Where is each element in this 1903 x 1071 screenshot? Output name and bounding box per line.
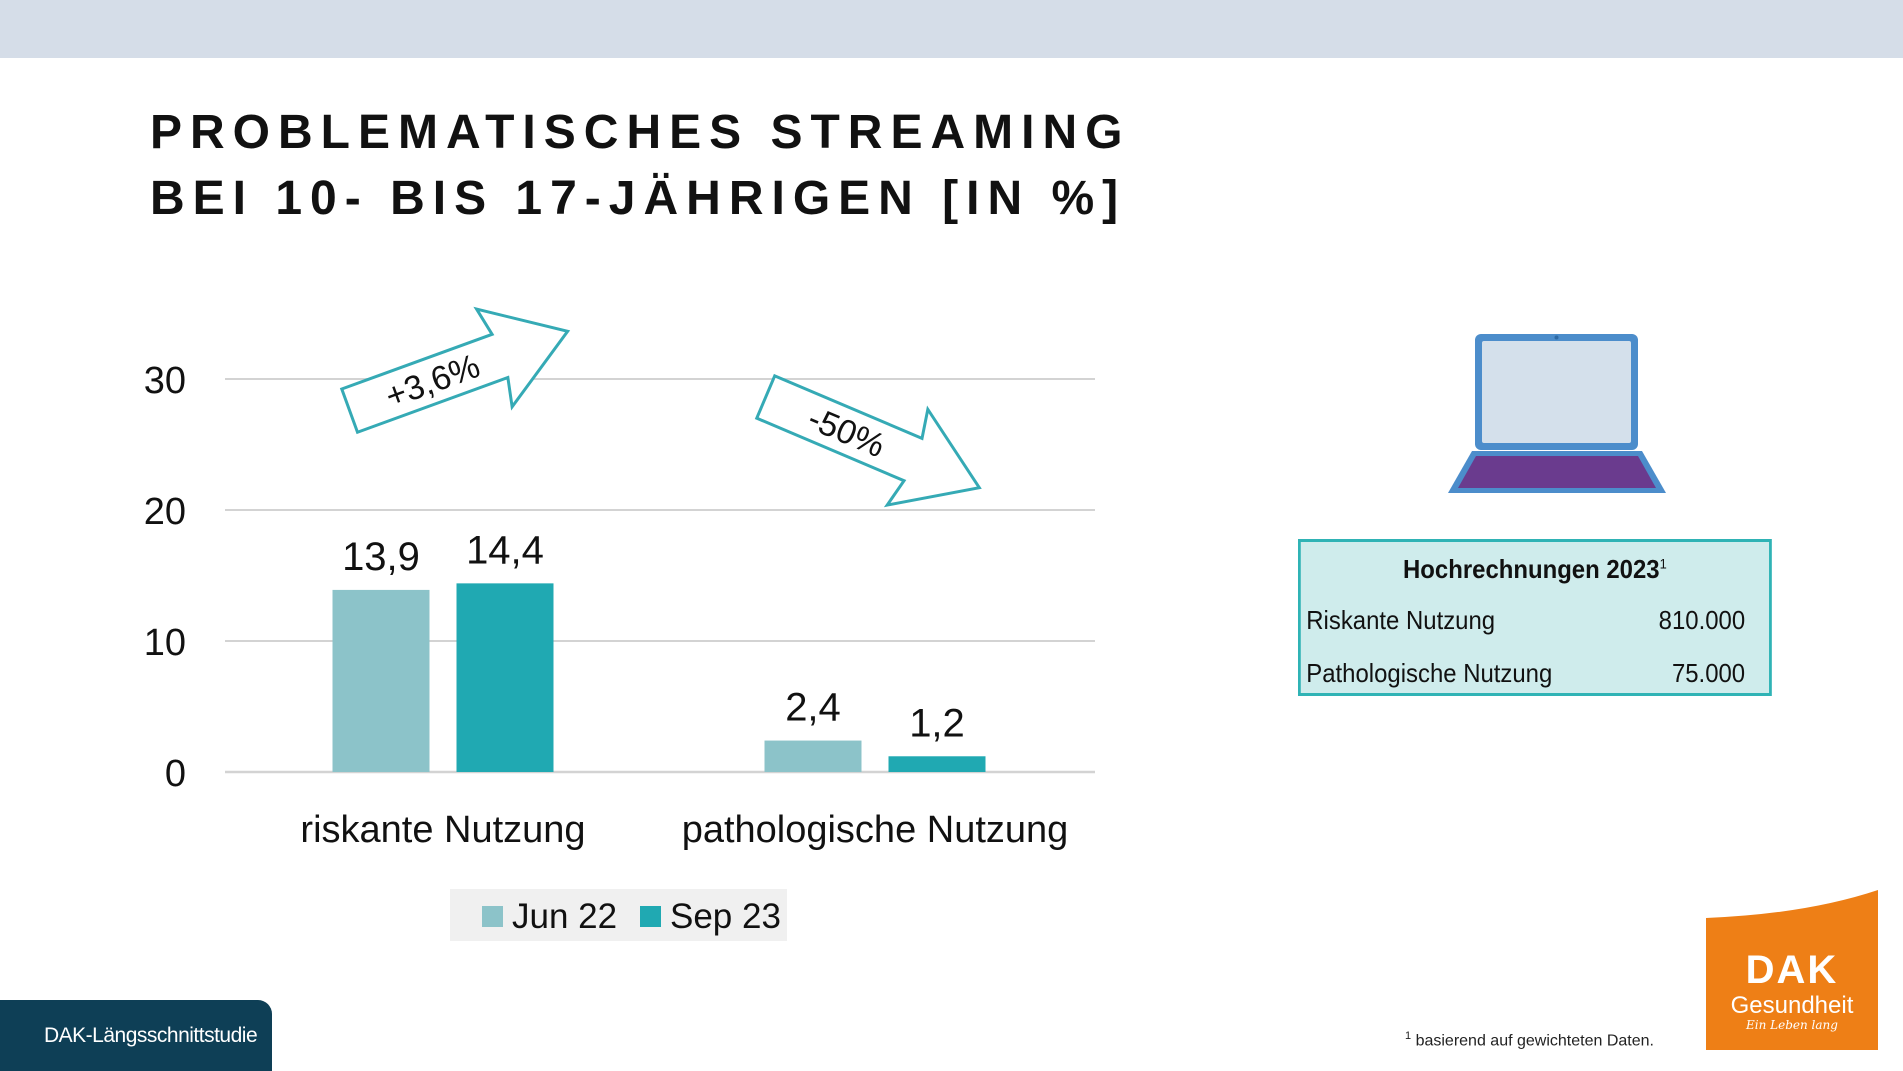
top-banner (0, 0, 1903, 58)
laptop-icon (1445, 330, 1670, 500)
bar (456, 583, 554, 772)
study-label: DAK-Längsschnittstudie (0, 1000, 272, 1071)
legend-label: Sep 23 (670, 897, 781, 936)
y-tick-label: 30 (144, 360, 186, 402)
projection-label: Pathologische Nutzung (1306, 658, 1553, 688)
legend-swatch (640, 906, 661, 927)
projection-value: 810.000 (1658, 605, 1746, 635)
logo-brand: DAK (1745, 948, 1839, 992)
y-tick-label: 0 (165, 753, 186, 795)
legend-label: Jun 22 (512, 897, 617, 936)
increase-arrow: +3,6% (339, 306, 571, 435)
projection-box: Hochrechnungen 20231 Riskante Nutzung 81… (1298, 539, 1772, 696)
projection-heading: Hochrechnungen 20231 (1403, 554, 1667, 584)
decrease-arrow: -50% (754, 373, 982, 508)
footnote: 1 basierend auf gewichteten Daten. (1405, 1030, 1654, 1050)
y-tick-label: 10 (144, 622, 186, 664)
legend-swatch (482, 906, 503, 927)
data-label: 1,2 (909, 701, 965, 745)
category-label: pathologische Nutzung (682, 809, 1069, 851)
projection-row-pathological: Pathologische Nutzung 75.000 (1306, 658, 1769, 694)
title-line-1: PROBLEMATISCHES STREAMING (150, 106, 1131, 159)
dak-logo: DAK Gesundheit Ein Leben lang (1706, 890, 1878, 1050)
bar (332, 589, 430, 772)
arrow-shape (754, 373, 982, 508)
title-line-2: BEI 10- BIS 17-JÄHRIGEN [IN %] (150, 172, 1127, 225)
logo-tagline: Ein Leben lang (1746, 1018, 1838, 1032)
data-label: 13,9 (342, 535, 420, 579)
projection-value: 75.000 (1671, 658, 1746, 688)
legend-box (450, 889, 787, 941)
data-label: 2,4 (785, 686, 841, 730)
projection-row-risky: Riskante Nutzung 810.000 (1306, 605, 1769, 641)
y-tick-label: 20 (144, 491, 186, 533)
data-label: 14,4 (466, 528, 544, 572)
page-title: PROBLEMATISCHES STREAMING BEI 10- BIS 17… (150, 100, 1130, 232)
projection-label: Riskante Nutzung (1306, 605, 1496, 635)
category-label: riskante Nutzung (300, 809, 585, 851)
bar (764, 740, 862, 772)
bar (888, 756, 986, 772)
logo-subtitle: Gesundheit (1730, 992, 1854, 1019)
arrow-shape (339, 306, 571, 435)
